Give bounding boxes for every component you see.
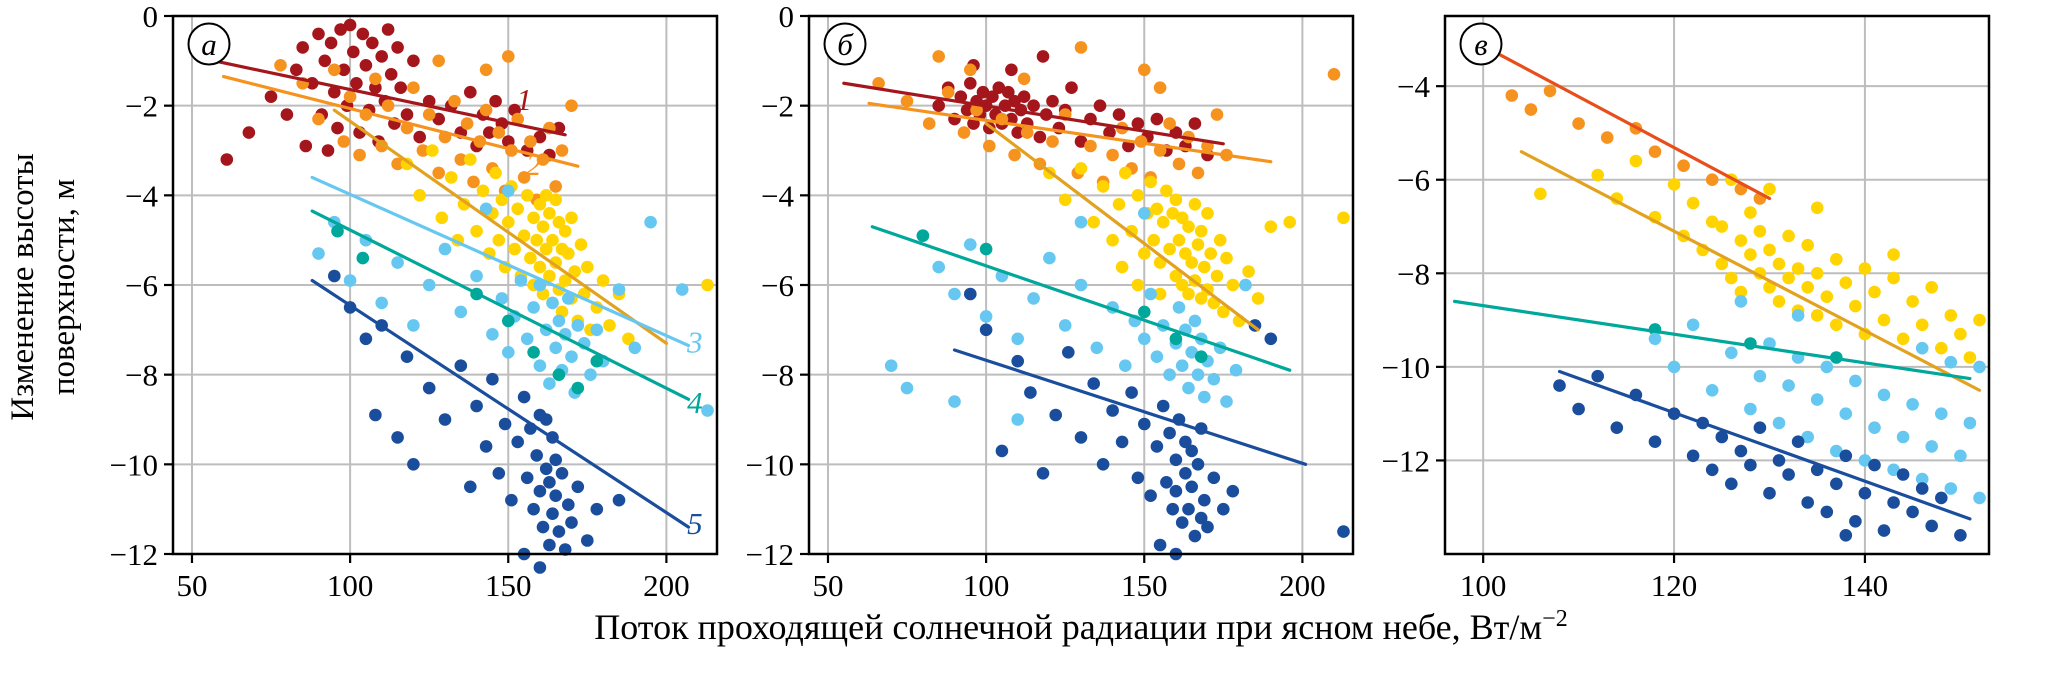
series-4-teal-points — [916, 229, 1208, 364]
svg-text:50: 50 — [176, 568, 207, 603]
series-5-dark-blue-label: 5 — [687, 506, 703, 541]
tick-marks-and-labels: 100 120 140 −4 −6 −8 −10 −12 — [1382, 69, 1889, 603]
svg-text:−10: −10 — [110, 447, 158, 482]
series-orange-points — [1505, 84, 1767, 205]
series-dark-blue-trendline — [1557, 369, 1972, 521]
svg-text:−4: −4 — [761, 178, 794, 213]
svg-text:а: а — [201, 27, 217, 62]
x-axis-title-superscript: −2 — [1542, 606, 1568, 632]
svg-text:100: 100 — [963, 568, 1010, 603]
svg-text:100: 100 — [327, 568, 374, 603]
svg-text:−4: −4 — [1397, 69, 1430, 104]
series-4-teal-trendline — [870, 225, 1292, 372]
series-5-dark-blue-points — [328, 269, 626, 574]
series-5-dark-blue-trendline — [310, 278, 691, 529]
svg-text:−12: −12 — [1382, 443, 1430, 478]
svg-text:−2: −2 — [125, 89, 158, 124]
series-2-orange-trendline — [867, 101, 1273, 164]
svg-text:50: 50 — [812, 568, 843, 603]
series-1-dark-red-label: 1 — [516, 82, 532, 117]
series-1-dark-red-trendline — [842, 81, 1225, 146]
series-3-light-blue-label: 3 — [686, 324, 703, 359]
series-dark-blue-points — [1553, 369, 1967, 542]
panel-chart-1: 50 100 150 200 0 −2 −4 −6 −8 −10 −12 б — [746, 6, 1355, 603]
panel-label-в: в — [1459, 22, 1503, 66]
svg-text:−4: −4 — [125, 178, 158, 213]
series-light-blue-points — [1648, 295, 1986, 505]
panel-chart-0: 1 2 3 4 5 50 100 150 200 0 −2 −4 −6 −8 −10 −12 а — [110, 6, 719, 603]
series-2-orange-trendline — [222, 74, 580, 168]
series-yellow-trendline — [984, 121, 1260, 332]
svg-text:в: в — [1474, 27, 1487, 62]
series-2-orange-label: 2 — [526, 147, 542, 182]
tick-marks-and-labels: 50 100 150 200 0 −2 −4 −6 −8 −10 −12 — [746, 6, 1326, 603]
y-axis-title: Изменение высоты поверхности, м — [3, 7, 87, 567]
svg-text:0: 0 — [779, 6, 795, 34]
series-yellow-points — [1534, 154, 1986, 364]
series-yellow-trendline — [332, 108, 668, 345]
series-orange-trendline — [1495, 51, 1772, 201]
svg-text:−6: −6 — [761, 268, 794, 303]
y-axis-title-line1: Изменение высоты — [5, 153, 41, 421]
series-teal-trendline — [1452, 299, 1972, 381]
svg-text:−12: −12 — [746, 537, 794, 572]
svg-text:−2: −2 — [761, 89, 794, 124]
svg-text:−8: −8 — [1397, 256, 1430, 291]
series-4-teal-trendline — [310, 209, 691, 401]
y-axis-title-line2: поверхности, м — [46, 178, 82, 396]
series-1-dark-red-trendline — [212, 59, 567, 137]
svg-text:200: 200 — [643, 568, 690, 603]
panel-label-б: б — [823, 22, 867, 66]
svg-text:−6: −6 — [1397, 163, 1430, 198]
series-1-dark-red-points — [220, 18, 566, 166]
svg-text:−12: −12 — [110, 537, 158, 572]
svg-text:120: 120 — [1651, 568, 1698, 603]
panel-label-а: а — [187, 22, 231, 66]
tick-marks-and-labels: 50 100 150 200 0 −2 −4 −6 −8 −10 −12 — [110, 6, 690, 603]
svg-text:0: 0 — [143, 6, 159, 34]
x-axis-title-text: Поток проходящей солнечной радиации при … — [594, 607, 1543, 647]
series-4-teal-points — [331, 224, 604, 395]
series-5-dark-blue-points — [964, 287, 1350, 561]
svg-text:150: 150 — [1121, 568, 1168, 603]
series-yellow-trendline — [1519, 150, 1982, 392]
svg-text:150: 150 — [485, 568, 532, 603]
svg-text:−8: −8 — [125, 358, 158, 393]
x-axis-title: Поток проходящей солнечной радиации при … — [95, 606, 2067, 648]
svg-text:100: 100 — [1460, 568, 1507, 603]
svg-text:−8: −8 — [761, 358, 794, 393]
series-4-teal-label: 4 — [687, 385, 703, 420]
gridlines — [173, 15, 717, 555]
series-5-dark-blue-trendline — [952, 348, 1308, 466]
panels-row: 1 2 3 4 5 50 100 150 200 0 −2 −4 −6 −8 −10 −12 а 50 100 15… — [95, 0, 2067, 606]
svg-text:−10: −10 — [746, 447, 794, 482]
series-2-orange-points — [274, 50, 578, 207]
svg-text:200: 200 — [1279, 568, 1326, 603]
series-3-light-blue-trendline — [310, 175, 691, 348]
plot-border — [1443, 14, 1991, 556]
panel-chart-2: 100 120 140 −4 −6 −8 −10 −12 в — [1382, 14, 1991, 603]
svg-text:б: б — [837, 27, 854, 62]
series-yellow-points — [400, 144, 714, 346]
svg-text:−10: −10 — [1382, 350, 1430, 385]
svg-text:140: 140 — [1842, 568, 1889, 603]
svg-text:−6: −6 — [125, 268, 158, 303]
